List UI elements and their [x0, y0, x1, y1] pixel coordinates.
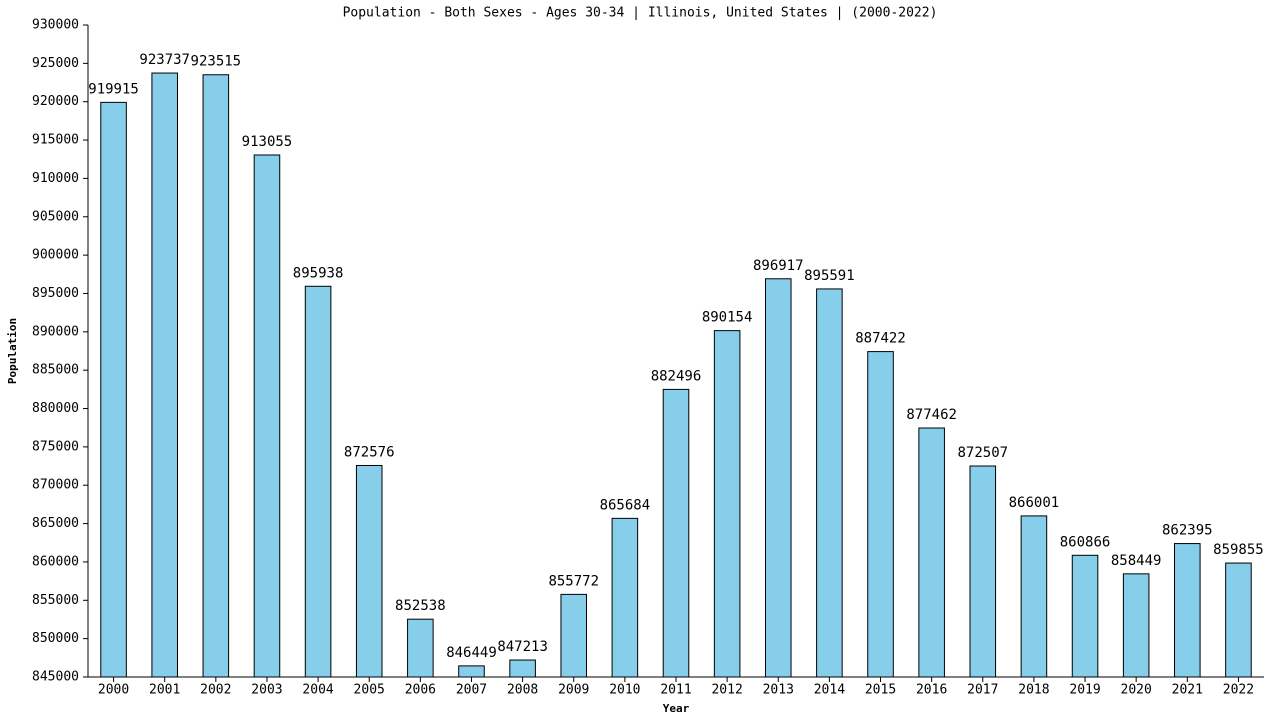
y-tick-label: 895000: [32, 286, 79, 301]
data-label: 882496: [651, 368, 702, 384]
data-label: 872507: [957, 445, 1008, 461]
x-tick-label: 2018: [1018, 683, 1049, 698]
x-tick-label: 2014: [814, 683, 845, 698]
x-tick-label: 2013: [763, 683, 794, 698]
x-tick-label: 2019: [1069, 683, 1100, 698]
data-label: 855772: [548, 573, 599, 589]
bar: [355, 464, 383, 678]
bar: [1122, 573, 1150, 678]
chart-title: Population - Both Sexes - Ages 30-34 | I…: [343, 6, 938, 21]
y-tick-label: 875000: [32, 439, 79, 454]
data-label: 860866: [1060, 534, 1111, 550]
y-tick-label: 860000: [32, 554, 79, 569]
x-tick-label: 2002: [200, 683, 231, 698]
data-label: 895938: [293, 265, 344, 281]
bar: [1020, 515, 1048, 678]
y-axis-label: Population: [6, 318, 19, 384]
data-label: 852538: [395, 598, 446, 614]
data-label: 877462: [906, 407, 957, 423]
x-tick-label: 2022: [1223, 683, 1254, 698]
bar: [816, 288, 843, 678]
bar: [202, 74, 230, 678]
y-tick-label: 915000: [32, 133, 79, 148]
y-tick-label: 845000: [32, 670, 79, 685]
y-tick-label: 920000: [32, 94, 79, 109]
x-tick-label: 2012: [711, 683, 742, 698]
y-tick-label: 890000: [32, 324, 79, 339]
bar: [560, 593, 588, 678]
x-tick-label: 2006: [405, 683, 436, 698]
data-label: 913055: [242, 134, 293, 150]
bar: [713, 330, 741, 678]
bar: [407, 618, 434, 678]
bar: [969, 465, 997, 678]
x-tick-label: 2004: [302, 683, 333, 698]
y-tick-label: 910000: [32, 171, 79, 186]
y-tick-label: 870000: [32, 478, 79, 493]
data-label: 859855: [1213, 542, 1264, 558]
x-tick-label: 2010: [609, 683, 640, 698]
y-tick-label: 880000: [32, 401, 79, 416]
data-label: 846449: [446, 645, 497, 661]
bar: [1071, 554, 1099, 678]
x-tick-label: 2001: [149, 683, 180, 698]
data-label: 872576: [344, 444, 395, 460]
bar: [764, 278, 792, 678]
data-label: 895591: [804, 268, 855, 284]
bar: [611, 517, 639, 678]
bar: [458, 665, 485, 678]
y-tick-label: 905000: [32, 209, 79, 224]
y-tick-label: 850000: [32, 631, 79, 646]
y-tick-label: 925000: [32, 56, 79, 71]
x-tick-label: 2017: [967, 683, 998, 698]
data-label: 858449: [1111, 553, 1162, 569]
x-tick-label: 2021: [1172, 683, 1203, 698]
x-tick-label: 2005: [354, 683, 385, 698]
x-tick-label: 2011: [660, 683, 691, 698]
x-tick-label: 2020: [1121, 683, 1152, 698]
data-label: 887422: [855, 331, 906, 347]
x-tick-label: 2003: [251, 683, 282, 698]
x-tick-label: 2008: [507, 683, 538, 698]
bar: [918, 427, 945, 678]
x-tick-label: 2015: [865, 683, 896, 698]
data-label: 923515: [191, 54, 242, 70]
bar: [662, 388, 690, 678]
data-label: 919915: [88, 81, 139, 97]
y-tick-label: 900000: [32, 248, 79, 263]
bar: [509, 659, 536, 678]
y-tick-label: 865000: [32, 516, 79, 531]
data-label: 865684: [600, 497, 651, 513]
x-tick-label: 2000: [98, 683, 129, 698]
x-tick-label: 2016: [916, 683, 947, 698]
y-tick-label: 885000: [32, 363, 79, 378]
x-axis-label: Year: [663, 702, 690, 715]
bar: [867, 351, 894, 678]
data-label: 862395: [1162, 523, 1213, 539]
data-label: 847213: [497, 639, 548, 655]
data-label: 866001: [1009, 495, 1060, 511]
data-label: 923737: [139, 52, 190, 68]
x-tick-label: 2009: [558, 683, 589, 698]
bar: [304, 285, 332, 678]
bar: [1174, 543, 1201, 678]
bar: [253, 154, 281, 678]
bar: [100, 101, 127, 678]
y-tick-label: 855000: [32, 593, 79, 608]
bar: [1225, 562, 1252, 678]
y-tick-label: 930000: [32, 18, 79, 33]
x-tick-label: 2007: [456, 683, 487, 698]
bar: [151, 72, 178, 678]
data-label: 896917: [753, 258, 804, 274]
data-label: 890154: [702, 310, 753, 326]
